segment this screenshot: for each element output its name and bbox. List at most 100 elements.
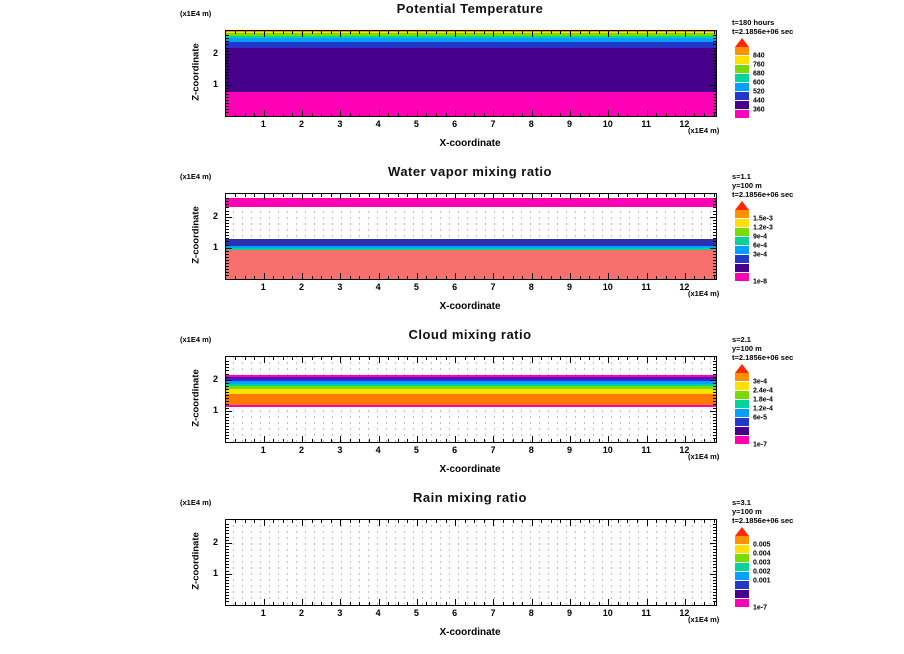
y-minor-tick	[713, 524, 716, 526]
x-minor-tick	[369, 276, 371, 279]
x-minor-tick	[254, 194, 256, 197]
y-minor-tick	[713, 382, 716, 384]
x-major-tick	[608, 520, 610, 526]
y-minor-tick	[226, 576, 229, 578]
y-minor-tick	[226, 72, 229, 74]
y-minor-tick	[713, 232, 716, 234]
y-minor-tick	[226, 69, 229, 71]
x-minor-tick	[637, 113, 639, 116]
y-minor-tick	[713, 229, 716, 231]
x-minor-tick	[292, 113, 294, 116]
x-tick-label: 4	[375, 282, 381, 292]
contour-band	[226, 404, 716, 407]
chart-title: Cloud mixing ratio	[408, 327, 532, 342]
x-tick-label: 4	[375, 119, 381, 129]
x-major-tick	[263, 599, 265, 605]
x-minor-tick	[407, 31, 409, 34]
x-minor-tick	[369, 113, 371, 116]
x-minor-tick	[359, 194, 361, 197]
y-minor-tick	[226, 413, 229, 415]
y-minor-tick	[226, 598, 229, 600]
y-minor-tick	[713, 93, 716, 95]
x-major-tick	[263, 194, 265, 200]
plot-area	[225, 193, 717, 280]
x-minor-tick	[254, 113, 256, 116]
colorbar-arrow-icon	[735, 527, 749, 536]
x-tick-label: 7	[490, 119, 496, 129]
y-major-tick	[226, 542, 232, 544]
y-minor-tick	[713, 395, 716, 397]
y-minor-tick	[713, 398, 716, 400]
x-major-tick	[455, 357, 457, 363]
y-minor-tick	[713, 429, 716, 431]
x-minor-tick	[397, 520, 399, 523]
y-minor-tick	[226, 198, 229, 200]
x-minor-tick	[282, 602, 284, 605]
y-minor-tick	[713, 56, 716, 58]
y-minor-tick	[226, 87, 229, 89]
y-minor-tick	[226, 235, 229, 237]
x-minor-tick	[369, 602, 371, 605]
x-minor-tick	[244, 520, 246, 523]
x-minor-tick	[359, 439, 361, 442]
y-minor-tick	[226, 524, 229, 526]
x-minor-tick	[282, 357, 284, 360]
x-major-tick	[302, 599, 304, 605]
x-major-tick	[378, 436, 380, 442]
x-tick-label: 2	[299, 445, 305, 455]
colorbar-cell	[735, 228, 749, 236]
y-minor-tick	[713, 392, 716, 394]
x-major-tick	[646, 31, 648, 37]
x-minor-tick	[675, 31, 677, 34]
x-minor-tick	[627, 439, 629, 442]
x-minor-tick	[445, 276, 447, 279]
x-minor-tick	[637, 276, 639, 279]
y-minor-tick	[713, 413, 716, 415]
y-minor-tick	[713, 44, 716, 46]
colorbar-tick-label: 1e-7	[753, 441, 768, 449]
y-minor-tick	[713, 545, 716, 547]
x-tick-label: 6	[452, 608, 458, 618]
x-minor-tick	[656, 31, 658, 34]
y-minor-tick	[713, 213, 716, 215]
x-major-tick	[455, 436, 457, 442]
x-tick-label: 6	[452, 282, 458, 292]
x-minor-tick	[512, 357, 514, 360]
x-minor-tick	[665, 31, 667, 34]
x-minor-tick	[436, 194, 438, 197]
x-minor-tick	[292, 602, 294, 605]
y-minor-tick	[226, 432, 229, 434]
x-minor-tick	[579, 276, 581, 279]
x-minor-tick	[675, 357, 677, 360]
y-minor-tick	[713, 38, 716, 40]
x-minor-tick	[627, 357, 629, 360]
x-tick-label: 1	[260, 445, 266, 455]
x-tick-label: 2	[299, 119, 305, 129]
y-minor-tick	[226, 555, 229, 557]
y-major-tick	[710, 247, 716, 249]
x-minor-tick	[436, 520, 438, 523]
x-minor-tick	[694, 113, 696, 116]
x-minor-tick	[503, 520, 505, 523]
y-minor-tick	[713, 275, 716, 277]
y-minor-tick	[713, 87, 716, 89]
colorbar-tick-label: 520	[753, 88, 765, 96]
y-minor-tick	[713, 244, 716, 246]
y-minor-tick	[713, 78, 716, 80]
x-minor-tick	[235, 276, 237, 279]
x-minor-tick	[426, 520, 428, 523]
y-minor-tick	[713, 536, 716, 538]
x-minor-tick	[541, 520, 543, 523]
x-major-tick	[646, 599, 648, 605]
x-minor-tick	[349, 602, 351, 605]
x-tick-label: 12	[679, 445, 690, 455]
colorbar-cell	[735, 545, 749, 553]
plot-area	[225, 356, 717, 443]
colorbar-cell	[735, 581, 749, 589]
x-minor-tick	[436, 276, 438, 279]
y-minor-tick	[226, 90, 229, 92]
y-minor-tick	[713, 585, 716, 587]
y-minor-tick	[713, 210, 716, 212]
x-major-tick	[340, 436, 342, 442]
